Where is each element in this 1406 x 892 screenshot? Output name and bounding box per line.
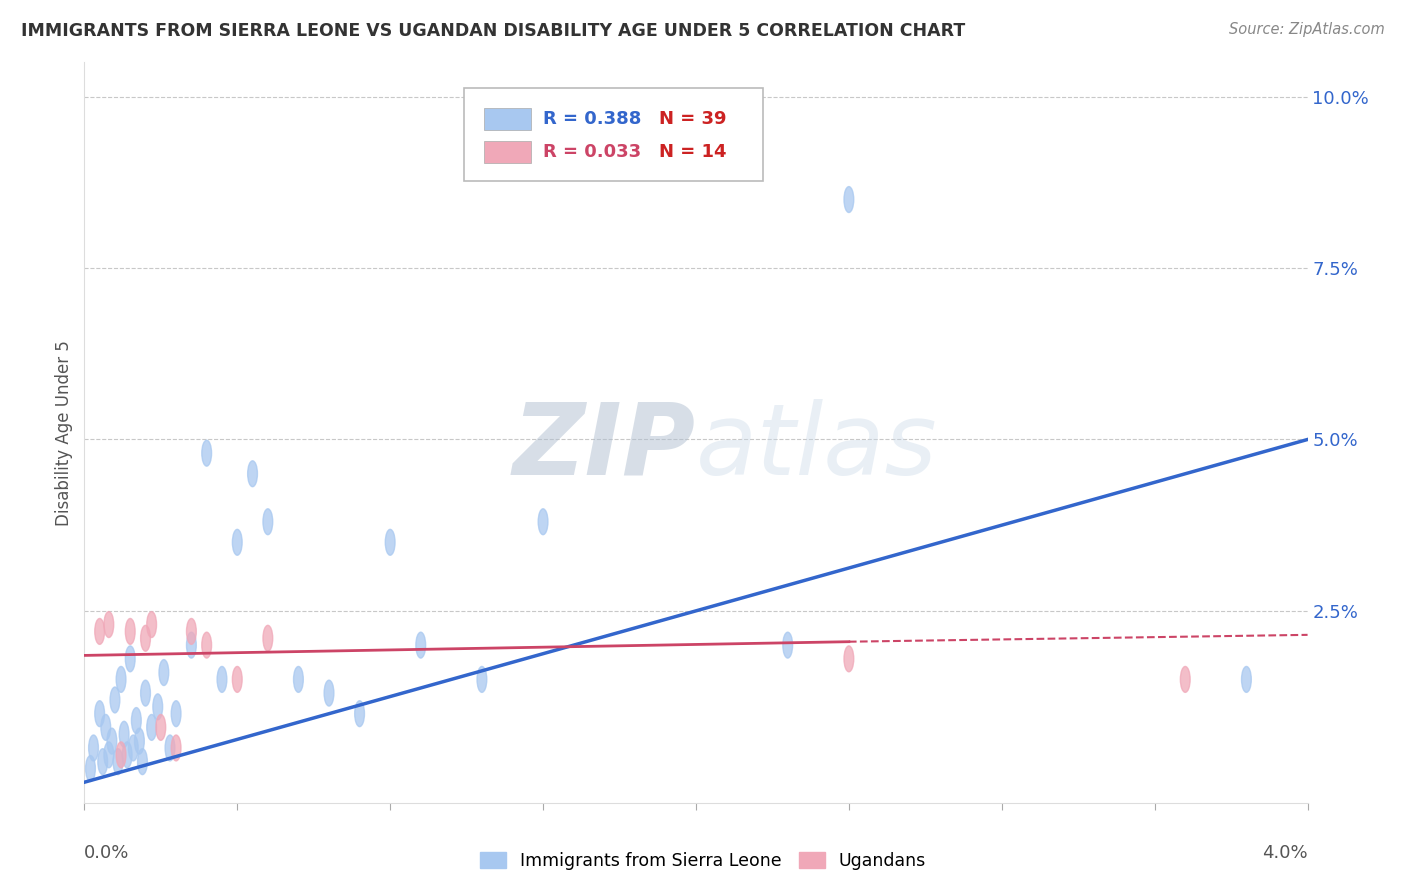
Text: R = 0.388: R = 0.388 — [543, 110, 641, 128]
Ellipse shape — [104, 612, 114, 638]
Ellipse shape — [202, 441, 211, 467]
Ellipse shape — [156, 714, 166, 740]
Ellipse shape — [1181, 666, 1189, 692]
Ellipse shape — [138, 748, 148, 774]
Text: 0.0%: 0.0% — [84, 844, 129, 862]
Ellipse shape — [538, 508, 548, 534]
Ellipse shape — [325, 681, 333, 706]
Y-axis label: Disability Age Under 5: Disability Age Under 5 — [55, 340, 73, 525]
Ellipse shape — [202, 632, 211, 658]
Ellipse shape — [844, 186, 853, 212]
Ellipse shape — [141, 625, 150, 651]
Ellipse shape — [146, 612, 156, 638]
Ellipse shape — [187, 632, 197, 658]
Ellipse shape — [94, 701, 104, 727]
Ellipse shape — [844, 646, 853, 672]
Ellipse shape — [98, 748, 108, 774]
Text: IMMIGRANTS FROM SIERRA LEONE VS UGANDAN DISABILITY AGE UNDER 5 CORRELATION CHART: IMMIGRANTS FROM SIERRA LEONE VS UGANDAN … — [21, 22, 966, 40]
Ellipse shape — [232, 529, 242, 555]
Ellipse shape — [125, 618, 135, 644]
Text: N = 39: N = 39 — [659, 110, 727, 128]
FancyBboxPatch shape — [484, 108, 531, 130]
Text: Source: ZipAtlas.com: Source: ZipAtlas.com — [1229, 22, 1385, 37]
Ellipse shape — [187, 618, 197, 644]
Ellipse shape — [141, 681, 150, 706]
Ellipse shape — [385, 529, 395, 555]
Ellipse shape — [172, 701, 181, 727]
Ellipse shape — [263, 508, 273, 534]
Ellipse shape — [232, 666, 242, 692]
Ellipse shape — [247, 461, 257, 487]
Ellipse shape — [354, 701, 364, 727]
Ellipse shape — [86, 756, 96, 781]
Ellipse shape — [263, 625, 273, 651]
Ellipse shape — [783, 632, 793, 658]
Ellipse shape — [1241, 666, 1251, 692]
Ellipse shape — [117, 742, 127, 768]
Ellipse shape — [120, 722, 129, 747]
Ellipse shape — [101, 714, 111, 740]
Text: atlas: atlas — [696, 399, 938, 496]
Ellipse shape — [217, 666, 226, 692]
Text: ZIP: ZIP — [513, 399, 696, 496]
Ellipse shape — [94, 618, 104, 644]
Text: N = 14: N = 14 — [659, 143, 727, 161]
Ellipse shape — [165, 735, 174, 761]
Ellipse shape — [146, 714, 156, 740]
Ellipse shape — [104, 742, 114, 768]
Ellipse shape — [122, 742, 132, 768]
Ellipse shape — [131, 707, 141, 733]
Ellipse shape — [125, 646, 135, 672]
Ellipse shape — [294, 666, 304, 692]
Ellipse shape — [107, 728, 117, 754]
Ellipse shape — [135, 728, 145, 754]
FancyBboxPatch shape — [464, 88, 763, 181]
Ellipse shape — [153, 694, 163, 720]
Ellipse shape — [89, 735, 98, 761]
Ellipse shape — [477, 666, 486, 692]
Ellipse shape — [159, 659, 169, 686]
Legend: Immigrants from Sierra Leone, Ugandans: Immigrants from Sierra Leone, Ugandans — [471, 844, 935, 879]
Ellipse shape — [110, 687, 120, 713]
Ellipse shape — [117, 666, 127, 692]
Text: 4.0%: 4.0% — [1263, 844, 1308, 862]
Ellipse shape — [112, 748, 122, 774]
Ellipse shape — [128, 735, 138, 761]
Ellipse shape — [172, 735, 181, 761]
Text: R = 0.033: R = 0.033 — [543, 143, 641, 161]
Ellipse shape — [416, 632, 426, 658]
FancyBboxPatch shape — [484, 141, 531, 163]
